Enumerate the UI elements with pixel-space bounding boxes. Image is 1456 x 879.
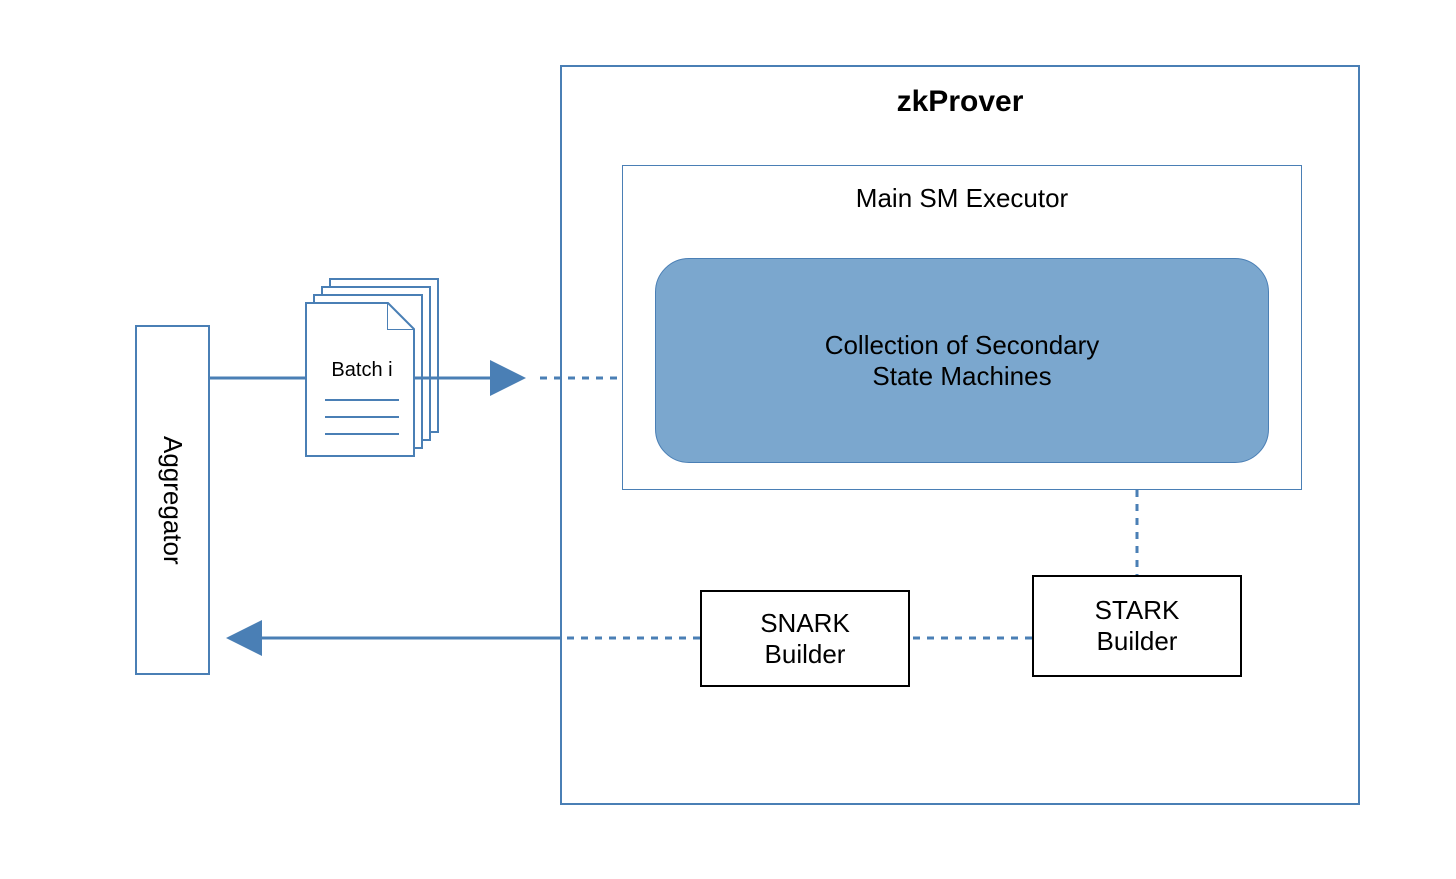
snark-label-line2: Builder: [765, 639, 846, 670]
collection-box: Collection of Secondary State Machines: [655, 258, 1269, 463]
batch-label: Batch i: [307, 359, 417, 382]
batch-line-3: [325, 433, 399, 435]
stark-box: STARK Builder: [1032, 575, 1242, 677]
batch-line-1: [325, 399, 399, 401]
snark-label-line1: SNARK: [760, 608, 850, 639]
aggregator-label: Aggregator: [157, 436, 188, 565]
batch-card-1: Batch i: [305, 302, 415, 457]
stark-label-line2: Builder: [1097, 626, 1178, 657]
collection-label-line1: Collection of Secondary: [825, 330, 1100, 361]
main-sm-title: Main SM Executor: [622, 183, 1302, 214]
batch-fold-icon: [387, 302, 415, 330]
batch-line-2: [325, 416, 399, 418]
collection-label-line2: State Machines: [872, 361, 1051, 392]
snark-box: SNARK Builder: [700, 590, 910, 687]
zkprover-title: zkProver: [560, 85, 1360, 119]
stark-label-line1: STARK: [1095, 595, 1180, 626]
batch-stack: Batch i: [305, 278, 445, 463]
aggregator-box: Aggregator: [135, 325, 210, 675]
